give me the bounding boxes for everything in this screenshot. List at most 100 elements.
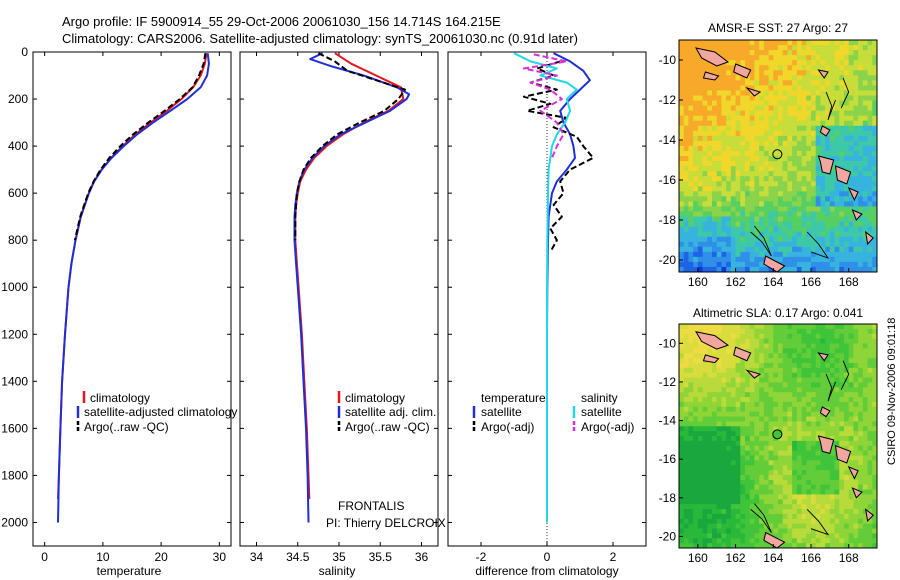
map-cell bbox=[773, 411, 779, 418]
map-cell bbox=[867, 161, 873, 167]
map-cell bbox=[749, 256, 756, 263]
map-cell bbox=[707, 236, 713, 243]
map-cell bbox=[792, 55, 798, 61]
map-cell bbox=[792, 382, 798, 388]
map-cell bbox=[697, 509, 704, 515]
map-cell bbox=[778, 416, 784, 422]
map-cell bbox=[726, 221, 732, 228]
map-cell bbox=[683, 201, 690, 208]
map-cell bbox=[745, 397, 751, 403]
map-cell bbox=[712, 171, 718, 177]
map-cell bbox=[683, 465, 690, 471]
map-cell bbox=[749, 45, 756, 51]
map-cell bbox=[848, 171, 855, 177]
map-cell bbox=[844, 358, 850, 364]
map-cell bbox=[872, 538, 877, 544]
map-cell bbox=[792, 241, 798, 248]
map-cell bbox=[778, 120, 784, 127]
map-cell bbox=[806, 135, 812, 142]
annotation-pi: PI: Thierry DELCROIX bbox=[326, 516, 446, 530]
map-cell bbox=[844, 156, 850, 162]
map-cell bbox=[693, 266, 699, 272]
map-cell bbox=[712, 440, 718, 447]
map-cell bbox=[792, 150, 798, 157]
map-cell bbox=[872, 166, 877, 172]
land-island bbox=[847, 187, 859, 202]
map-cell bbox=[872, 196, 877, 202]
map-cell bbox=[839, 150, 845, 157]
map-cell bbox=[853, 55, 859, 61]
map-cell bbox=[763, 377, 770, 384]
map-cell bbox=[707, 499, 713, 505]
map-cell bbox=[697, 513, 704, 520]
map-cell bbox=[726, 387, 732, 393]
map-cell bbox=[683, 324, 690, 330]
map-cell bbox=[867, 140, 873, 147]
map-cell bbox=[693, 256, 699, 263]
map-cell bbox=[773, 70, 779, 76]
map-cell bbox=[679, 186, 685, 192]
map-cell bbox=[839, 338, 845, 345]
map-cell bbox=[867, 538, 873, 544]
map-cell bbox=[778, 382, 784, 388]
map-cell bbox=[763, 426, 770, 432]
map-cell bbox=[730, 145, 737, 152]
map-cell bbox=[712, 90, 718, 97]
map-cell bbox=[796, 474, 803, 481]
map-cell bbox=[787, 479, 793, 486]
map-cell bbox=[811, 201, 817, 208]
map-cell bbox=[792, 397, 798, 403]
map-cell bbox=[697, 85, 704, 92]
map-cell bbox=[773, 110, 779, 117]
map-cell bbox=[773, 90, 779, 97]
map-cell bbox=[754, 171, 760, 177]
map-cell bbox=[693, 261, 699, 268]
map-cell bbox=[712, 445, 718, 452]
map-cell bbox=[697, 266, 704, 272]
map-cell bbox=[815, 95, 822, 102]
map-cell bbox=[693, 513, 699, 520]
map-cell bbox=[872, 231, 877, 238]
map-cell bbox=[792, 120, 798, 127]
map-cell bbox=[829, 186, 836, 192]
map-cell bbox=[839, 324, 845, 330]
map-cell bbox=[867, 440, 873, 447]
map-cell bbox=[740, 324, 746, 330]
map-cell bbox=[834, 221, 840, 228]
map-cell bbox=[872, 445, 877, 452]
map-cell bbox=[740, 421, 746, 427]
map-cell bbox=[839, 528, 845, 534]
map-cell bbox=[815, 474, 822, 481]
map-cell bbox=[759, 362, 765, 369]
map-cell bbox=[754, 191, 760, 197]
map-cell bbox=[862, 196, 869, 202]
map-cell bbox=[811, 256, 817, 263]
map-cell bbox=[712, 70, 718, 76]
map-cell bbox=[806, 171, 812, 177]
map-cell bbox=[796, 196, 803, 202]
map-cell bbox=[872, 130, 877, 137]
map-cell bbox=[825, 528, 831, 534]
map-cell bbox=[702, 130, 708, 137]
map-cell bbox=[811, 186, 817, 192]
map-cell bbox=[768, 246, 774, 253]
map-cell bbox=[796, 411, 803, 418]
map-cell bbox=[745, 186, 751, 192]
map-cell bbox=[844, 201, 850, 208]
map-cell bbox=[721, 523, 727, 530]
map-cell bbox=[778, 353, 784, 359]
map-cell bbox=[815, 445, 822, 452]
map-cell bbox=[848, 156, 855, 162]
map-cell bbox=[726, 421, 732, 427]
map-cell bbox=[796, 499, 803, 505]
map-cell bbox=[745, 416, 751, 422]
map-cell bbox=[735, 191, 741, 197]
map-cell bbox=[697, 474, 704, 481]
map-cell bbox=[820, 494, 826, 500]
map-cell bbox=[759, 397, 765, 403]
map-cell bbox=[834, 211, 840, 218]
map-cell bbox=[763, 181, 770, 187]
map-cell bbox=[716, 499, 723, 505]
map-cell bbox=[825, 377, 831, 384]
map-cell bbox=[773, 60, 779, 66]
